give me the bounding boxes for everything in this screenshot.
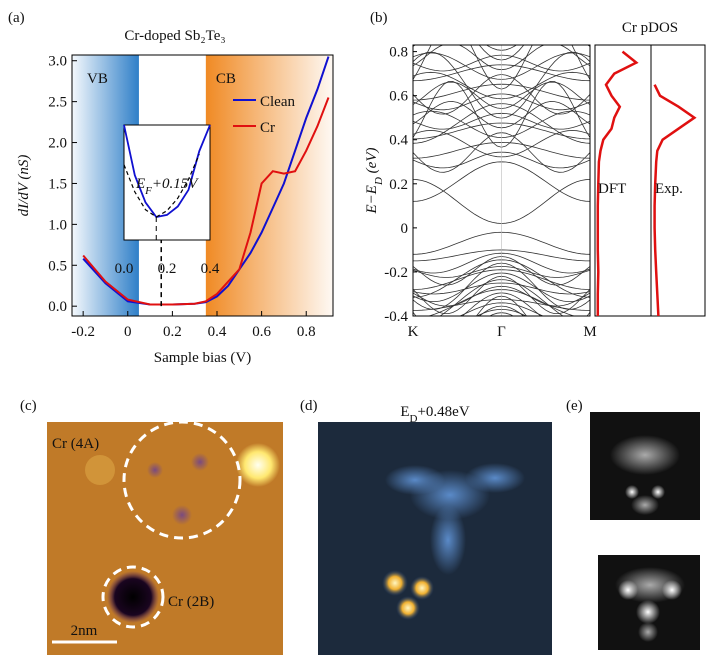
image-title: ED+0.48eV	[400, 404, 469, 425]
dos-line	[653, 84, 697, 317]
x-axis-label: Sample bias (V)	[154, 350, 251, 366]
inset-annotation: EF+0.15V	[135, 176, 199, 197]
image-title-sub: D	[410, 413, 418, 425]
chart-title: Cr pDOS	[622, 20, 678, 36]
dos-label: DFT	[598, 181, 626, 197]
y-tick-label: 0.5	[48, 258, 67, 274]
band-region	[205, 55, 333, 316]
y-tick-label: 2.0	[48, 136, 67, 152]
x-tick-label: Γ	[497, 324, 506, 340]
legend-label: Cr	[260, 120, 275, 136]
x-tick-label: 0.4	[208, 324, 227, 340]
image-title-rest: +0.48eV	[417, 404, 469, 420]
panel-label: (b)	[370, 10, 388, 26]
chart-title: Cr-doped Sb₂Te₃	[124, 28, 225, 44]
y-tick-label: 0	[401, 221, 409, 237]
y-tick-label: 3.0	[48, 54, 67, 70]
y-tick-label: 0.8	[389, 45, 408, 61]
dos-label: Exp.	[655, 181, 683, 197]
x-tick-label: -0.2	[71, 324, 95, 340]
y-tick-label: 2.5	[48, 95, 67, 111]
dos-frame	[594, 44, 706, 317]
x-tick-label: M	[583, 324, 596, 340]
inset-annotation-rest: +0.15V	[152, 176, 199, 192]
y-axis-label-sub: D	[373, 177, 385, 186]
legend-label: Clean	[260, 94, 295, 110]
inset-x-tick-label: 0.2	[158, 261, 177, 277]
y-tick-label: 1.0	[48, 217, 67, 233]
inset-x-tick-label: 0.4	[201, 261, 220, 277]
y-axis-label-rest: (eV)	[364, 148, 380, 178]
y-axis-label: dI/dV (nS)	[16, 155, 32, 217]
panel-label: (c)	[20, 398, 37, 414]
image-label: Cr (4A)	[52, 436, 99, 452]
x-tick-label: 0	[124, 324, 132, 340]
y-tick-label: 0.6	[389, 89, 408, 105]
image-label: Cr (2B)	[168, 594, 214, 610]
panel-label: (e)	[566, 398, 583, 414]
data-line	[82, 97, 330, 306]
y-tick-label: 0.2	[389, 177, 408, 193]
inset-annotation-sub: F	[144, 185, 152, 197]
y-tick-label: 1.5	[48, 176, 67, 192]
y-axis-label: E−ED (eV)	[364, 148, 385, 215]
x-tick-label: K	[408, 324, 419, 340]
plot-frame	[71, 54, 334, 317]
inset-line	[123, 124, 211, 218]
stm-topography	[47, 420, 283, 655]
panel-label: (a)	[8, 10, 25, 26]
x-tick-label: 0.8	[297, 324, 316, 340]
y-axis-label-base: E−E	[364, 185, 380, 214]
inset-x-tick-label: 0.0	[115, 261, 134, 277]
y-tick-label: 0.0	[48, 299, 67, 315]
region-label: CB	[216, 71, 236, 87]
y-tick-label: 0.4	[389, 133, 408, 149]
inset-annotation-base: E	[135, 176, 145, 192]
scale-bar-label: 2nm	[71, 623, 98, 639]
dos-line	[596, 50, 639, 316]
panel-label: (d)	[300, 398, 318, 414]
simulation-images	[590, 412, 700, 650]
y-tick-label: -0.2	[384, 265, 408, 281]
plot-frame	[412, 44, 591, 317]
x-tick-label: 0.6	[252, 324, 271, 340]
region-label: VB	[87, 71, 108, 87]
image-title-base: E	[400, 404, 409, 420]
y-tick-label: -0.4	[384, 309, 408, 325]
dos-map	[318, 422, 552, 655]
x-tick-label: 0.2	[163, 324, 182, 340]
